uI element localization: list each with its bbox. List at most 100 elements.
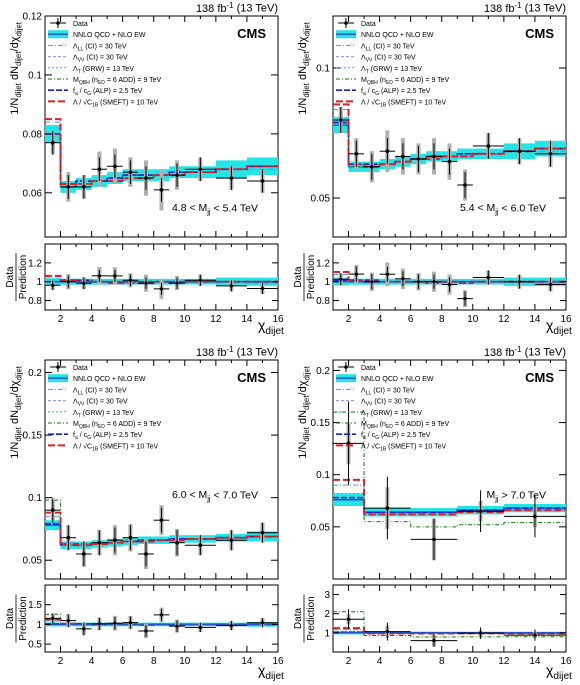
ratio-data-point xyxy=(113,274,117,278)
data-point xyxy=(113,538,117,543)
x-tick-label: 6 xyxy=(408,314,414,325)
x-tick-label: 10 xyxy=(179,656,191,667)
x-tick-label: 16 xyxy=(560,314,572,325)
data-point xyxy=(82,552,86,556)
data-point xyxy=(517,149,522,153)
ratio-data-point xyxy=(463,297,467,301)
ratio-data-point xyxy=(346,617,351,621)
ratio-data-point xyxy=(517,280,522,284)
ratio-data-point xyxy=(144,629,148,633)
cms-label: CMS xyxy=(237,26,266,41)
legend-entry: MQBH (nED = 6 ADD) = 9 TeV xyxy=(73,77,162,86)
legend-entry: fa / cG (ALP) = 2.5 TeV xyxy=(361,432,431,441)
ratio-data-point xyxy=(385,630,389,634)
signal-smeft-line xyxy=(333,478,566,516)
y-tick-label: 0.05 xyxy=(311,194,331,205)
signal-add-line xyxy=(45,499,278,546)
data-point xyxy=(346,441,351,446)
data-point xyxy=(260,530,265,535)
legend-entry: Λ / √C1B (SMEFT) = 10 TeV xyxy=(73,98,158,108)
legend-entry: Data xyxy=(73,21,88,28)
data-point xyxy=(66,185,71,189)
legend-entry: Data xyxy=(73,365,88,372)
legend-entry: ΛT (GRW) = 13 TeV xyxy=(361,410,422,419)
ratio-data-point xyxy=(175,624,179,628)
ratio-data-point xyxy=(66,618,70,623)
data-point xyxy=(82,185,86,189)
ratio-data-point xyxy=(97,274,101,278)
ratio-data-point xyxy=(533,633,537,637)
y-tick-label: 0.1 xyxy=(28,70,42,81)
ratio-data-point xyxy=(260,621,265,625)
data-point xyxy=(175,540,179,545)
ratio-y-tick-label: 0.8 xyxy=(28,296,42,307)
y-tick-label: 0.08 xyxy=(23,129,43,140)
y-tick-label: 0.12 xyxy=(23,12,43,23)
data-point xyxy=(128,170,133,174)
ratio-y-label-num: Data xyxy=(293,608,304,630)
x-tick-label: 8 xyxy=(439,314,445,325)
ratio-data-point xyxy=(370,280,374,284)
x-tick-label: 14 xyxy=(529,656,541,667)
data-point xyxy=(432,154,436,159)
x-tick-label: 4 xyxy=(377,314,383,325)
ratio-data-point xyxy=(175,281,179,285)
data-point xyxy=(447,159,452,164)
x-tick-label: 16 xyxy=(272,656,284,667)
ratio-plot-frame xyxy=(332,584,567,653)
cms-label: CMS xyxy=(237,370,266,385)
ratio-data-point xyxy=(198,278,202,282)
mass-range-label: Mjj > 7.0 TeV xyxy=(487,489,547,503)
legend-data-marker xyxy=(56,365,60,369)
mass-range-label: 6.0 < Mjj < 7.0 TeV xyxy=(172,489,258,503)
x-tick-label: 14 xyxy=(241,314,253,325)
legend-entry: ΛVV (CI) = 30 TeV xyxy=(361,399,416,408)
signal-add-line xyxy=(333,411,566,528)
legend-entry: NNLO QCD + NLO EW xyxy=(73,32,146,39)
ratio-y-label-num: Data xyxy=(5,608,16,630)
chart-panel-3: 2 4 6 8 10 12 14 16 0.05 0.1 0.15 0.2 0.5 1 1.5 138 fb-… xyxy=(5,345,284,682)
data-point xyxy=(486,144,491,148)
x-tick-label: 2 xyxy=(346,314,352,325)
data-point xyxy=(416,157,421,161)
y-tick-label: 0.1 xyxy=(316,470,330,481)
ratio-y-label-den: Prediction xyxy=(306,255,317,299)
x-tick-label: 8 xyxy=(151,314,157,325)
ratio-data-point xyxy=(159,287,164,291)
legend-entry: Data xyxy=(361,21,376,28)
data-point xyxy=(113,164,117,169)
x-tick-label: 6 xyxy=(120,656,126,667)
y-tick-label: 0.15 xyxy=(311,418,331,429)
data-point xyxy=(97,540,102,545)
x-axis-label: χdijet xyxy=(258,662,284,682)
data-point xyxy=(385,149,390,153)
y-tick-label: 0.2 xyxy=(316,366,330,377)
y-tick-label: 0.15 xyxy=(23,431,43,442)
ratio-plot-frame xyxy=(44,243,279,311)
data-point xyxy=(159,518,164,522)
legend-entry: ΛT (GRW) = 13 TeV xyxy=(73,66,134,75)
legend-entry: ΛLL (CI) = 30 TeV xyxy=(361,387,415,396)
legend-entry: ΛVV (CI) = 30 TeV xyxy=(73,399,128,408)
x-tick-label: 4 xyxy=(89,314,95,325)
ratio-data-point xyxy=(82,627,86,631)
data-point xyxy=(144,176,148,180)
ratio-data-point xyxy=(260,286,265,291)
x-tick-label: 14 xyxy=(529,314,541,325)
x-tick-label: 2 xyxy=(58,656,64,667)
lumi-label: 138 fb-1 (13 TeV) xyxy=(196,1,278,15)
data-point xyxy=(548,152,553,156)
x-tick-label: 12 xyxy=(498,656,510,667)
y-tick-label: 0.05 xyxy=(23,556,43,567)
cms-label: CMS xyxy=(525,370,554,385)
ratio-data-point xyxy=(401,277,405,281)
data-point xyxy=(338,118,343,122)
y-axis-label: 1/Ndijet dNdijet/dχdijet xyxy=(297,365,311,459)
ratio-y-tick-label: 1 xyxy=(324,628,330,639)
ratio-data-point xyxy=(198,625,202,629)
ratio-data-point xyxy=(354,272,358,276)
y-tick-label: 0.06 xyxy=(23,188,43,199)
data-point xyxy=(159,188,164,192)
